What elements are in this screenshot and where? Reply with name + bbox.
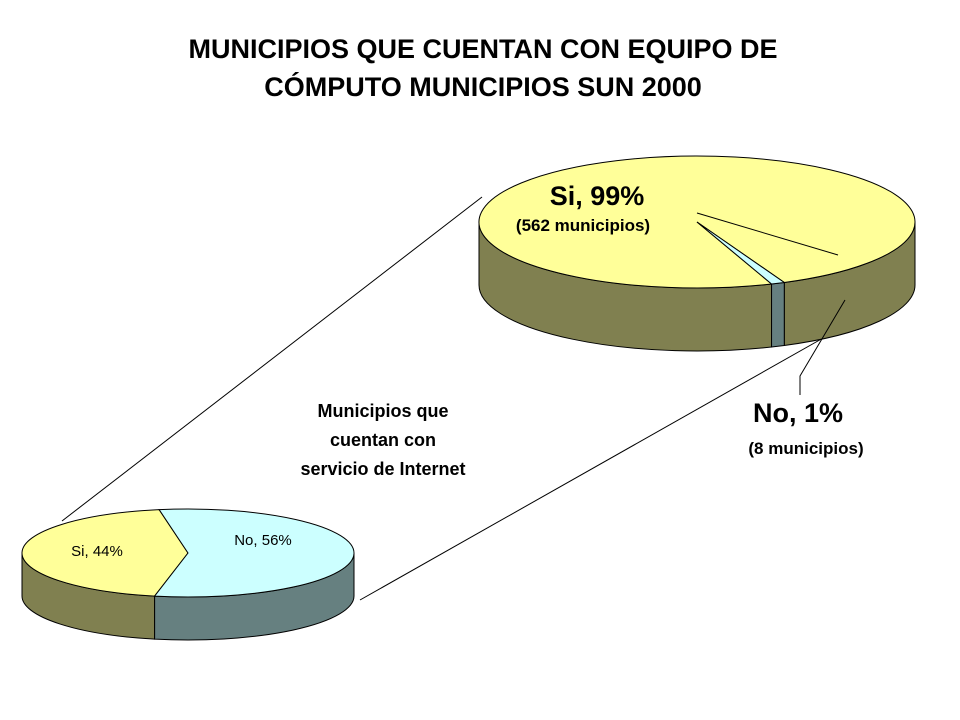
slice-label-si: Si, 99%	[550, 181, 645, 211]
pie-chart-internet	[21, 508, 355, 641]
center-label-line-2: cuentan con	[330, 430, 436, 450]
pie-slice-no	[153, 508, 355, 598]
slice-label-si: Si, 44%	[71, 543, 123, 560]
chart-title-line-1: MUNICIPIOS QUE CUENTAN CON EQUIPO DE	[188, 34, 777, 64]
pie-slice-si	[21, 509, 189, 597]
chart-title-line-2: CÓMPUTO MUNICIPIOS SUN 2000	[264, 71, 702, 102]
center-label-line-1: Municipios que	[317, 401, 448, 421]
slice-label-no: No, 56%	[234, 532, 292, 549]
slice-sublabel-si: (562 municipios)	[516, 216, 650, 235]
leader-line-no	[799, 299, 846, 395]
connector-line-upper	[61, 196, 483, 522]
connector-line-lower	[359, 332, 833, 601]
slice-label-no: No, 1%	[753, 398, 843, 428]
slice-sublabel-no: (8 municipios)	[748, 439, 863, 458]
leader-line-si	[696, 212, 839, 256]
pie-slice-side-no	[771, 281, 785, 348]
center-label-line-3: servicio de Internet	[300, 459, 465, 479]
pie-chart-equipo-computo	[478, 155, 916, 352]
pie-slice-no	[696, 221, 786, 285]
